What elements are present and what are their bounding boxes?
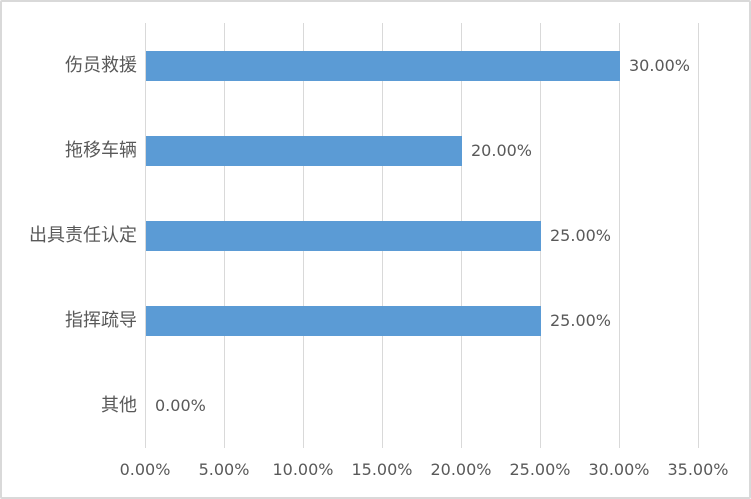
x-axis-tick-label: 25.00%: [509, 460, 571, 479]
category-label: 其他: [101, 394, 137, 416]
x-axis-tick-label: 15.00%: [351, 460, 413, 479]
value-label: 0.00%: [155, 395, 206, 415]
category-label: 拖移车辆: [65, 139, 137, 161]
gridline: [698, 23, 699, 448]
value-label: 30.00%: [629, 55, 691, 75]
x-axis-tick-label: 30.00%: [588, 460, 650, 479]
category-label: 指挥疏导: [65, 309, 137, 331]
x-axis-tick-label: 20.00%: [430, 460, 492, 479]
x-axis-tick-label: 10.00%: [272, 460, 334, 479]
bar: [146, 305, 541, 336]
gridline: [145, 23, 146, 448]
value-label: 20.00%: [471, 140, 533, 160]
bar: [146, 50, 620, 81]
category-label: 伤员救援: [65, 54, 137, 76]
x-axis-tick-label: 5.00%: [198, 460, 250, 479]
value-label: 25.00%: [550, 225, 612, 245]
value-label: 25.00%: [550, 310, 612, 330]
x-axis-tick-label: 35.00%: [667, 460, 729, 479]
bar: [146, 135, 462, 166]
category-label: 出具责任认定: [29, 224, 137, 246]
x-axis-tick-label: 0.00%: [119, 460, 171, 479]
gridline: [619, 23, 620, 448]
bar: [146, 220, 541, 251]
